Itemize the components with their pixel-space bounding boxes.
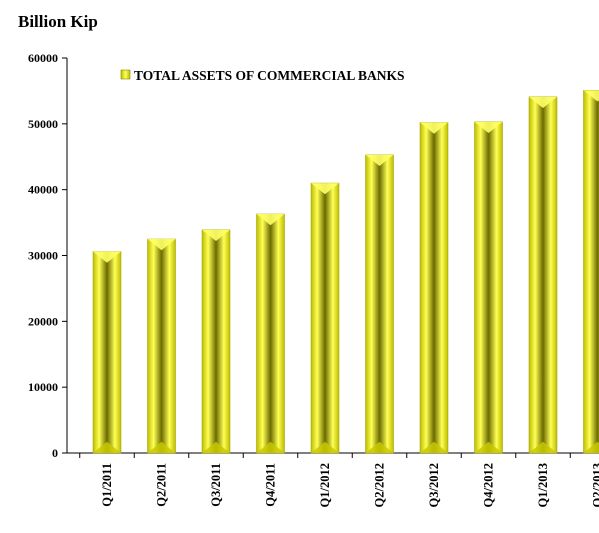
- bar-body: [366, 155, 394, 453]
- x-tick-label: Q2/2011: [155, 463, 169, 507]
- legend-swatch: [121, 70, 130, 79]
- x-tick-labels: Q1/2011 Q2/2011 Q3/2011 Q4/2011 Q1/2012 Q2/20…: [100, 463, 599, 507]
- legend: TOTAL ASSETS OF COMMERCIAL BANKS: [121, 68, 405, 83]
- bar: [148, 239, 176, 453]
- bar-body: [529, 97, 557, 453]
- bar-body: [93, 252, 121, 453]
- x-tick-label: Q4/2012: [482, 463, 496, 507]
- x-tick-label: Q1/2013: [536, 463, 550, 507]
- bar-body: [257, 214, 285, 453]
- bar: [202, 230, 230, 453]
- y-tick-label: 40000: [28, 183, 58, 197]
- bar: [420, 123, 448, 453]
- bar: [529, 97, 557, 453]
- y-tick-label: 20000: [28, 314, 58, 328]
- x-tick-label: Q2/2012: [373, 463, 387, 507]
- bar: [475, 122, 503, 453]
- bar: [366, 155, 394, 453]
- bar: [584, 90, 599, 453]
- x-tick-label: Q3/2011: [209, 463, 223, 507]
- bars: [93, 90, 599, 453]
- bar-body: [475, 122, 503, 453]
- bar-body: [420, 123, 448, 453]
- y-tick-label: 10000: [28, 380, 58, 394]
- y-tick-label: 0: [52, 446, 58, 460]
- y-tick-label: 50000: [28, 117, 58, 131]
- legend-label: TOTAL ASSETS OF COMMERCIAL BANKS: [134, 68, 405, 83]
- y-tick-label: 30000: [28, 249, 58, 263]
- bar: [311, 183, 339, 453]
- bar-body: [311, 183, 339, 453]
- y-tick-label: 60000: [28, 51, 58, 65]
- x-tick-label: Q1/2012: [318, 463, 332, 507]
- x-tick-label: Q3/2012: [427, 463, 441, 507]
- unit-label: Billion Kip: [18, 12, 98, 32]
- bar-body: [148, 239, 176, 453]
- bar-body: [584, 90, 599, 453]
- bar: [93, 252, 121, 453]
- x-tick-label: Q1/2011: [100, 463, 114, 507]
- y-tick-labels: 0 10000 20000 30000 40000 50000 60000: [28, 51, 58, 460]
- x-tick-label: Q4/2011: [264, 463, 278, 507]
- x-tick-label: Q2/2013: [591, 463, 599, 507]
- bar-body: [202, 230, 230, 453]
- bar: [257, 214, 285, 453]
